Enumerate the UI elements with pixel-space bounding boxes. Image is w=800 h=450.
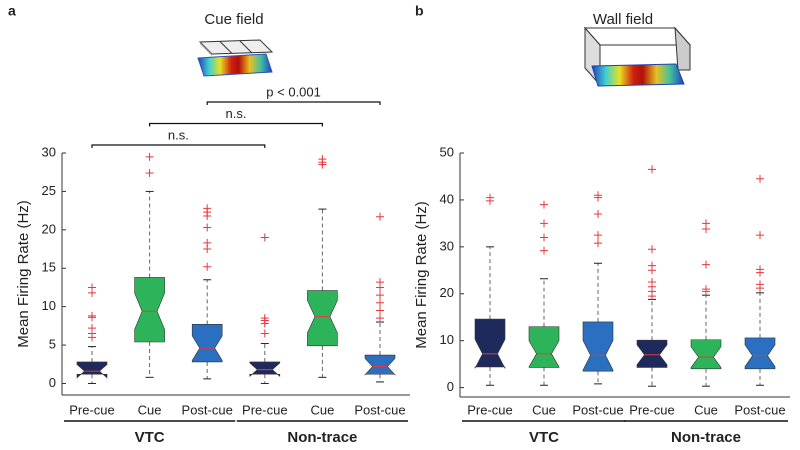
outlier <box>756 174 764 183</box>
outlier <box>702 260 710 269</box>
y-tick-label: 25 <box>42 183 56 198</box>
box <box>744 337 776 370</box>
outlier <box>594 193 602 202</box>
significance-bracket <box>206 101 381 105</box>
y-tick-label: 20 <box>440 285 454 300</box>
y-tick-label: 50 <box>440 144 454 159</box>
outlier <box>376 314 384 323</box>
outlier <box>203 262 212 271</box>
outlier <box>260 329 269 338</box>
outlier <box>203 211 212 220</box>
outlier <box>540 219 548 228</box>
outlier <box>203 223 212 232</box>
y-tick-label: 20 <box>42 221 56 236</box>
outlier <box>88 288 96 297</box>
outlier <box>145 152 154 161</box>
significance-label: n.s. <box>168 127 189 142</box>
outlier <box>260 233 269 242</box>
outlier <box>88 333 96 342</box>
y-tick-label: 15 <box>42 260 56 275</box>
outlier <box>648 292 656 301</box>
significance-bracket <box>91 144 266 148</box>
outlier <box>648 266 656 275</box>
y-tick-label: 40 <box>440 191 454 206</box>
cue-field-illustration <box>197 39 274 77</box>
box <box>528 326 560 368</box>
outlier <box>376 212 384 221</box>
outlier <box>594 210 602 218</box>
y-tick-label: 0 <box>49 375 56 390</box>
x-tick-label: Post-cue <box>734 402 785 417</box>
x-tick-label: Post-cue <box>572 402 623 417</box>
x-tick-label: Cue <box>694 402 718 417</box>
outlier <box>540 233 548 242</box>
box <box>76 361 108 379</box>
box <box>364 354 396 376</box>
outlier <box>756 284 764 293</box>
x-tick-label: Post-cue <box>354 402 405 417</box>
outlier <box>594 231 602 240</box>
outlier <box>540 200 548 209</box>
group-label: Non-trace <box>287 429 357 446</box>
outlier <box>318 160 327 169</box>
outlier <box>648 245 656 254</box>
outlier <box>376 298 384 307</box>
outlier <box>756 268 764 277</box>
outlier <box>702 287 710 296</box>
box <box>690 339 722 370</box>
y-axis-label: Mean Firing Rate (Hz) <box>413 201 430 349</box>
box <box>307 290 338 347</box>
outlier <box>203 245 212 254</box>
outlier <box>540 246 548 255</box>
outlier <box>88 313 96 322</box>
group-label: VTC <box>529 429 559 446</box>
panel-label: b <box>415 3 424 19</box>
box <box>134 277 165 343</box>
outlier <box>756 231 764 240</box>
wall-field-illustration <box>583 26 692 87</box>
y-axis-label: Mean Firing Rate (Hz) <box>15 200 32 348</box>
outlier <box>594 239 602 248</box>
y-tick-label: 10 <box>440 332 454 347</box>
y-tick-label: 30 <box>440 238 454 253</box>
x-tick-label: Post-cue <box>182 402 233 417</box>
x-tick-label: Cue <box>138 402 162 417</box>
outlier <box>145 168 154 177</box>
outlier <box>486 196 494 205</box>
panel-title: Wall field <box>593 11 653 28</box>
outlier <box>376 306 384 315</box>
group-label: VTC <box>135 429 165 446</box>
significance-label: n.s. <box>226 106 247 121</box>
outlier <box>376 291 384 300</box>
outlier <box>260 319 269 328</box>
x-tick-label: Cue <box>532 402 556 417</box>
y-tick-label: 10 <box>42 298 56 313</box>
x-tick-label: Pre-cue <box>467 402 513 417</box>
x-tick-label: Pre-cue <box>629 402 675 417</box>
y-tick-label: 5 <box>49 337 56 352</box>
box <box>636 339 668 368</box>
y-tick-label: 0 <box>447 379 454 394</box>
group-label: Non-trace <box>671 429 741 446</box>
outlier <box>702 225 710 234</box>
box <box>191 324 223 363</box>
y-tick-label: 30 <box>42 144 56 159</box>
significance-label: p < 0.001 <box>266 84 321 99</box>
box <box>582 321 614 372</box>
x-tick-label: Pre-cue <box>242 402 288 417</box>
x-tick-label: Cue <box>310 402 334 417</box>
panel-label: a <box>8 3 16 19</box>
outlier <box>648 165 656 174</box>
outlier <box>376 283 384 292</box>
significance-bracket <box>149 122 323 127</box>
panel-title: Cue field <box>204 11 263 28</box>
x-tick-label: Pre-cue <box>69 402 115 417</box>
box <box>474 318 506 369</box>
